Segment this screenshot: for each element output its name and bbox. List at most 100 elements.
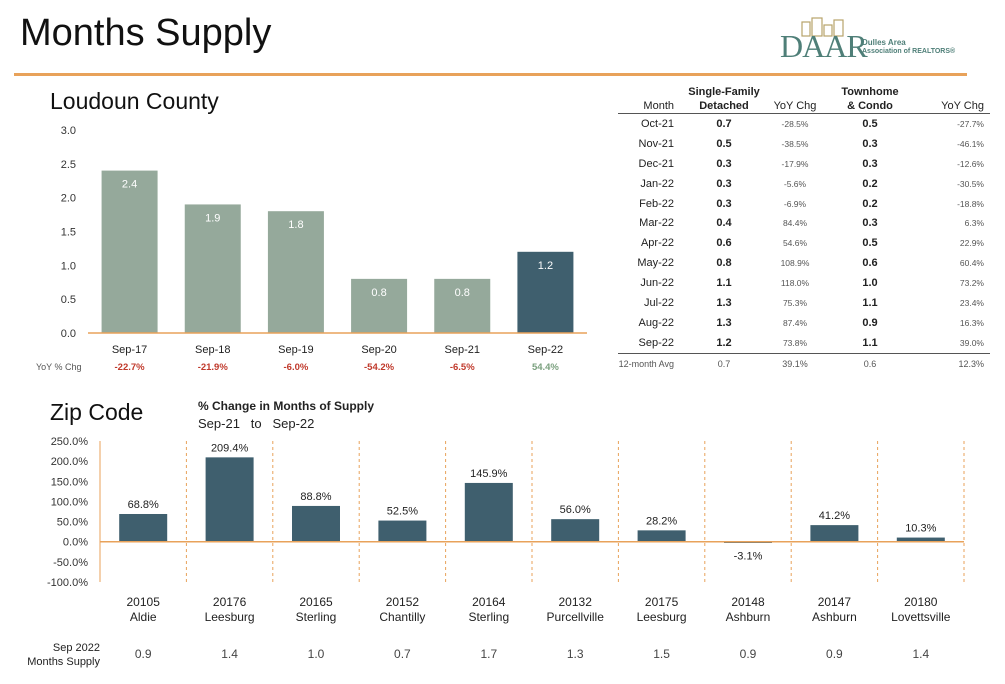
table-header-row: Month Single-Family Detached YoY Chg Town… — [618, 85, 990, 114]
cell-tcy: 6.3% — [964, 218, 984, 229]
table-row: Oct-21 0.7 -28.5% 0.5 -27.7% — [618, 114, 990, 134]
zip-bar-value-label: 52.5% — [387, 506, 418, 518]
cell-tc: 0.5 — [862, 117, 878, 130]
zip-supply-label: Sep 2022 Months Supply — [27, 642, 100, 668]
cell-sfy: 75.3% — [782, 297, 808, 308]
zip-y-tick-label: 150.0% — [51, 476, 89, 488]
zip-y-tick-label: 50.0% — [57, 517, 88, 529]
zip-bar-20175 — [637, 530, 686, 542]
table-row: Jun-22 1.1 118.0% 1.0 73.2% — [618, 273, 990, 293]
avg-cell-sfy: 39.1% — [782, 358, 808, 369]
cell-tcy: 16.3% — [959, 317, 984, 328]
zip-supply-value: 0.9 — [135, 647, 152, 661]
cell-tc: 1.1 — [826, 332, 914, 354]
avg-cell-m: 12-month Avg — [618, 358, 674, 369]
range-to: Sep-22 — [272, 416, 315, 431]
cell-sfy: 118.0% — [780, 278, 810, 289]
zip-bar-value-label: 28.2% — [646, 515, 677, 527]
table-row: Dec-21 0.3 -17.9% 0.3 -12.6% — [618, 154, 990, 174]
x-category-label: Sep-18 — [195, 344, 230, 356]
table-row: Jan-22 0.3 -5.6% 0.2 -30.5% — [618, 174, 990, 194]
x-category-label: Sep-20 — [361, 344, 396, 356]
loudoun-yoy-label: YoY % Chg — [36, 362, 82, 372]
zip-supply-value: 0.9 — [740, 647, 757, 661]
cell-sf: 1.2 — [684, 332, 764, 354]
col-tc-yoy-header: YoY Chg — [914, 85, 990, 114]
cell-sfy: 108.9% — [780, 258, 810, 269]
cell-tcy: -46.1% — [957, 138, 984, 149]
zip-code-label: 20147 — [818, 595, 852, 609]
zip-bar-value-label: 68.8% — [128, 499, 159, 511]
cell-sf: 1.3 — [716, 296, 732, 309]
cell-tcy: 60.4% — [959, 258, 984, 269]
loudoun-chart-svg: 0.0 0.5 1.0 1.5 2.0 2.5 3.0 2.4 Sep-17 -22.7% 1.9 S… — [61, 125, 587, 373]
zip-code-label: 20148 — [731, 595, 765, 609]
zip-code-label: 20132 — [559, 595, 593, 609]
zip-supply-value: 1.7 — [480, 647, 497, 661]
yoy-value: -6.0% — [284, 362, 309, 373]
range-from: Sep-21 — [198, 416, 240, 431]
cell-tc: 1.0 — [862, 277, 878, 290]
zip-bar-value-label: 41.2% — [819, 510, 850, 522]
col-sf-header: Single-Family Detached — [684, 85, 764, 114]
col-month-header: Month — [618, 85, 684, 114]
x-category-label: Sep-19 — [278, 344, 313, 356]
zip-city-label: Sterling — [296, 610, 337, 624]
zip-code-label: 20105 — [127, 595, 161, 609]
zip-code-label: 20175 — [645, 595, 679, 609]
zip-bar-value-label: -3.1% — [734, 551, 763, 563]
bar-Sep-17 — [101, 170, 158, 333]
zip-y-tick-label: 0.0% — [63, 537, 88, 549]
zip-bar-value-label: 10.3% — [905, 523, 936, 535]
zip-supply-value: 1.0 — [308, 647, 325, 661]
cell-tcy: 39.0% — [914, 332, 990, 354]
cell-sfy: -38.5% — [781, 138, 809, 149]
cell-sf: 0.5 — [716, 137, 732, 150]
cell-m: Mar-22 — [639, 217, 674, 230]
zip-range: Sep-21 to Sep-22 — [198, 416, 314, 431]
cell-tcy: -18.8% — [957, 198, 984, 209]
zip-bar-20152 — [378, 520, 427, 542]
zip-code-label: 20180 — [904, 595, 938, 609]
table-row: Aug-22 1.3 87.4% 0.9 16.3% — [618, 313, 990, 333]
zip-supply-value: 1.4 — [221, 647, 238, 661]
zip-supply-value: 1.5 — [653, 647, 670, 661]
zip-supply-value: 1.4 — [912, 647, 929, 661]
months-supply-table: Month Single-Family Detached YoY Chg Town… — [618, 85, 990, 374]
cell-tc: 1.1 — [862, 296, 878, 309]
cell-tcy: 73.2% — [959, 278, 984, 289]
cell-tcy: -12.6% — [957, 158, 984, 169]
table-row: Sep-22 1.2 73.8% 1.1 39.0% — [618, 332, 990, 354]
avg-cell-sf: 0.7 — [717, 358, 731, 369]
cell-m: Jul-22 — [644, 296, 674, 309]
zip-code-label: 20164 — [472, 595, 506, 609]
yoy-value: -6.5% — [450, 362, 475, 373]
zip-city-label: Leesburg — [637, 610, 687, 624]
y-tick-label: 2.0 — [61, 193, 76, 205]
cell-m: Oct-21 — [640, 117, 674, 130]
zip-y-tick-label: 100.0% — [51, 496, 89, 508]
zip-code-label: 20176 — [213, 595, 247, 609]
cell-sf: 1.3 — [716, 316, 732, 329]
zip-city-label: Leesburg — [205, 610, 255, 624]
bar-Sep-20 — [351, 278, 408, 333]
bar-value-label: 1.9 — [205, 212, 220, 224]
cell-sf: 0.7 — [716, 117, 732, 130]
cell-sf: 0.4 — [716, 217, 732, 230]
cell-tcy: 23.4% — [959, 297, 984, 308]
cell-tc: 0.9 — [862, 316, 878, 329]
table-row: Feb-22 0.3 -6.9% 0.2 -18.8% — [618, 194, 990, 214]
cell-m: Jun-22 — [640, 277, 674, 290]
zip-supply-value: 0.9 — [826, 647, 843, 661]
cell-sfy: -6.9% — [783, 198, 807, 209]
zip-code-label: 20152 — [386, 595, 420, 609]
cell-sf: 1.1 — [716, 277, 732, 290]
cell-tc: 0.2 — [862, 197, 878, 210]
yoy-value: -21.9% — [198, 362, 229, 373]
zip-city-label: Ashburn — [726, 610, 771, 624]
cell-sfy: -5.6% — [783, 178, 807, 189]
y-tick-label: 0.5 — [61, 294, 76, 306]
cell-m: Dec-21 — [638, 157, 674, 170]
zip-bar-20165 — [292, 505, 340, 542]
